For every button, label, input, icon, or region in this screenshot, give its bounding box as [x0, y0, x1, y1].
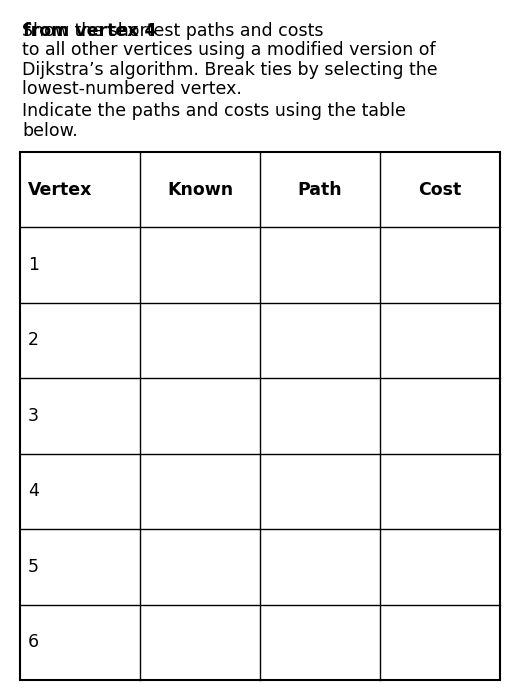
Text: 4: 4 — [28, 482, 39, 500]
Text: Known: Known — [167, 181, 233, 199]
Text: from vertex 4: from vertex 4 — [23, 22, 157, 40]
Text: lowest-numbered vertex.: lowest-numbered vertex. — [22, 80, 242, 98]
Bar — [20, 152, 500, 680]
Text: 5: 5 — [28, 558, 39, 576]
Text: below.: below. — [22, 122, 78, 140]
Text: 2: 2 — [28, 331, 39, 349]
Text: Dijkstra’s algorithm. Break ties by selecting the: Dijkstra’s algorithm. Break ties by sele… — [22, 61, 438, 79]
Text: Cost: Cost — [419, 181, 462, 199]
Text: to all other vertices using a modified version of: to all other vertices using a modified v… — [22, 42, 436, 60]
Text: Vertex: Vertex — [28, 181, 93, 199]
Text: 1: 1 — [28, 256, 39, 274]
Text: Path: Path — [297, 181, 342, 199]
Text: Indicate the paths and costs using the table: Indicate the paths and costs using the t… — [22, 102, 406, 120]
Text: 6: 6 — [28, 633, 39, 651]
Text: Show the shortest paths and costs: Show the shortest paths and costs — [22, 22, 329, 40]
Text: 3: 3 — [28, 407, 39, 425]
